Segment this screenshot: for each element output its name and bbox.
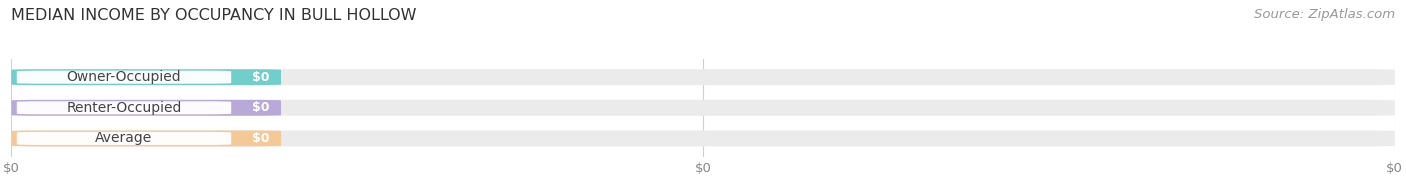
Text: MEDIAN INCOME BY OCCUPANCY IN BULL HOLLOW: MEDIAN INCOME BY OCCUPANCY IN BULL HOLLO…: [11, 8, 416, 23]
FancyBboxPatch shape: [11, 100, 281, 116]
Text: Source: ZipAtlas.com: Source: ZipAtlas.com: [1254, 8, 1395, 21]
FancyBboxPatch shape: [11, 131, 281, 146]
FancyBboxPatch shape: [17, 101, 231, 114]
Text: $0: $0: [253, 71, 270, 84]
FancyBboxPatch shape: [11, 131, 1395, 146]
FancyBboxPatch shape: [11, 100, 1395, 116]
FancyBboxPatch shape: [11, 69, 1395, 85]
FancyBboxPatch shape: [17, 71, 231, 84]
Text: Average: Average: [96, 132, 153, 145]
FancyBboxPatch shape: [17, 132, 231, 145]
Text: $0: $0: [253, 132, 270, 145]
Text: Owner-Occupied: Owner-Occupied: [66, 70, 181, 84]
Text: $0: $0: [253, 101, 270, 114]
Text: Renter-Occupied: Renter-Occupied: [66, 101, 181, 115]
FancyBboxPatch shape: [11, 69, 281, 85]
